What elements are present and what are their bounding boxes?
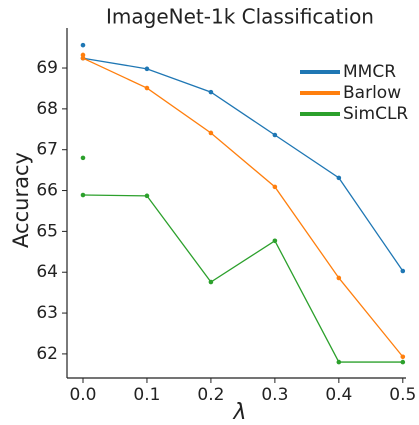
point <box>144 66 150 72</box>
point <box>336 359 342 365</box>
line <box>82 57 404 272</box>
point <box>208 89 214 95</box>
x-tick-label: 0.4 <box>325 385 352 405</box>
point <box>80 155 86 161</box>
point <box>80 42 86 48</box>
point <box>272 184 278 190</box>
x-tick-label: 0.2 <box>197 385 224 405</box>
point <box>272 132 278 138</box>
y-axis-label: Accuracy <box>9 152 33 248</box>
point <box>272 238 278 244</box>
legend-label: MMCR <box>343 62 396 82</box>
y-tick-label: 68 <box>36 99 58 119</box>
point <box>208 130 214 136</box>
y-tick-label: 63 <box>36 303 58 323</box>
point <box>400 268 406 274</box>
x-tick-label: 0.5 <box>389 385 416 405</box>
point <box>144 193 150 199</box>
x-tick-label: 0.1 <box>133 385 160 405</box>
point <box>80 52 86 58</box>
line <box>82 57 404 358</box>
y-tick-label: 69 <box>36 58 58 78</box>
point <box>400 359 406 365</box>
y-tick-label: 62 <box>36 344 58 364</box>
y-tick-label: 65 <box>36 221 58 241</box>
point <box>336 175 342 181</box>
y-tick-label: 67 <box>36 140 58 160</box>
point <box>144 85 150 91</box>
point <box>80 192 86 198</box>
x-axis-label: λ <box>232 400 246 425</box>
point <box>336 275 342 281</box>
point <box>400 354 406 360</box>
x-tick-label: 0.3 <box>261 385 288 405</box>
y-tick-label: 66 <box>36 181 58 201</box>
point <box>80 55 86 61</box>
legend-label: SimCLR <box>343 104 408 124</box>
point <box>208 279 214 285</box>
x-tick-label: 0.0 <box>69 385 96 405</box>
chart-title: ImageNet-1k Classification <box>106 5 374 29</box>
y-tick-label: 64 <box>36 262 58 282</box>
legend-label: Barlow <box>343 83 401 103</box>
line <box>82 194 403 363</box>
